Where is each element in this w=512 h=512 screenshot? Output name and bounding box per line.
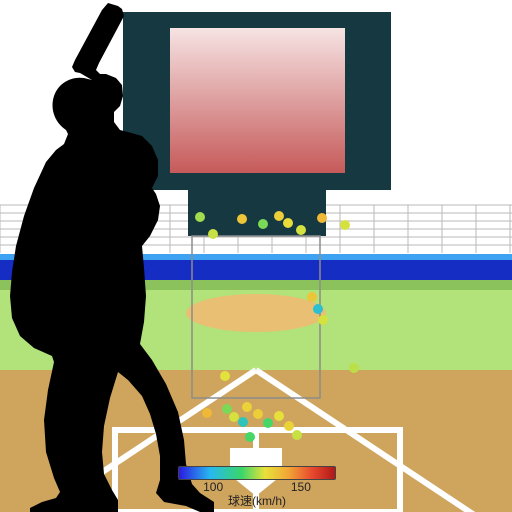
speed-legend: 100 150 球速(km/h) xyxy=(178,466,336,509)
speed-tick: 150 xyxy=(291,480,311,494)
speed-ticks: 100 150 xyxy=(178,480,336,494)
speed-colorbar xyxy=(178,466,336,480)
batter-silhouette xyxy=(0,0,512,512)
speed-tick: 100 xyxy=(203,480,223,494)
speed-axis-label: 球速(km/h) xyxy=(178,492,336,509)
pitch-location-chart: 100 150 球速(km/h) xyxy=(0,0,512,512)
